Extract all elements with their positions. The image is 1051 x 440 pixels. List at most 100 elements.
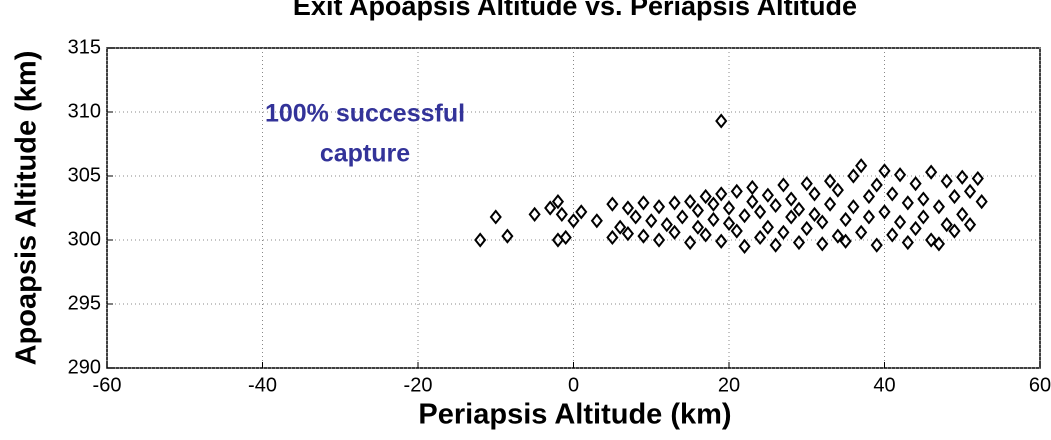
y-axis-label: Apoapsis Altitude (km) — [11, 51, 43, 366]
point — [792, 234, 806, 251]
point — [785, 191, 798, 207]
y-tick-label: 290 — [68, 356, 101, 378]
point — [893, 167, 907, 183]
point — [489, 209, 502, 225]
point — [738, 208, 751, 224]
point — [761, 219, 774, 235]
point — [621, 225, 635, 242]
x-tick-label: -60 — [93, 374, 122, 396]
x-tick-label: 0 — [568, 374, 579, 396]
point — [839, 233, 852, 249]
point — [963, 217, 977, 233]
x-tick-label: 20 — [718, 374, 740, 396]
point — [909, 220, 922, 237]
point — [715, 113, 728, 129]
point — [668, 224, 681, 240]
point — [746, 179, 759, 196]
point — [707, 211, 720, 228]
x-axis-label: Periapsis Altitude (km) — [418, 399, 731, 431]
point — [501, 228, 514, 244]
point — [816, 214, 829, 230]
point — [691, 219, 704, 235]
point — [730, 223, 743, 239]
y-tick-label: 295 — [68, 292, 101, 314]
y-tick-label: 300 — [68, 228, 101, 250]
point — [555, 206, 568, 223]
point — [699, 188, 712, 205]
point — [551, 193, 565, 210]
point — [621, 200, 635, 216]
x-tick-label: 40 — [873, 374, 895, 396]
point — [544, 200, 557, 216]
point — [886, 186, 899, 202]
point — [855, 158, 868, 174]
point — [707, 196, 720, 212]
point — [847, 199, 860, 215]
point — [808, 186, 821, 202]
point — [925, 164, 938, 180]
point — [575, 204, 588, 220]
point — [691, 202, 704, 219]
point — [567, 213, 580, 229]
point — [652, 232, 666, 248]
point — [684, 234, 697, 251]
point — [823, 173, 837, 189]
annotation: capture — [320, 140, 410, 168]
point — [722, 200, 736, 216]
point — [823, 196, 837, 212]
point — [606, 196, 619, 212]
point — [831, 182, 844, 198]
point — [808, 206, 821, 223]
point — [855, 224, 868, 240]
point — [831, 228, 844, 244]
point — [963, 183, 977, 199]
point — [645, 213, 658, 229]
point — [870, 177, 883, 193]
point — [948, 223, 961, 239]
point — [925, 232, 938, 248]
point — [901, 234, 914, 251]
point — [862, 209, 876, 225]
annotation: 100% successful — [265, 100, 465, 128]
point — [785, 209, 798, 225]
point — [629, 209, 642, 225]
point — [637, 195, 650, 211]
point — [684, 193, 697, 210]
point — [932, 199, 946, 215]
y-tick-label: 305 — [68, 164, 101, 186]
point — [551, 232, 565, 248]
point — [917, 191, 930, 207]
point — [940, 217, 953, 233]
point — [870, 237, 883, 253]
point — [754, 229, 767, 246]
point — [800, 176, 813, 192]
point — [956, 206, 969, 223]
point — [948, 188, 961, 205]
point — [932, 236, 946, 252]
point — [660, 217, 673, 233]
point — [816, 236, 829, 252]
point — [590, 213, 603, 229]
point — [878, 163, 891, 179]
point — [676, 209, 689, 225]
point — [761, 187, 774, 203]
point — [474, 232, 487, 248]
point — [847, 168, 860, 184]
point — [940, 173, 953, 189]
y-tick-label: 315 — [68, 36, 101, 58]
point — [715, 233, 728, 249]
point — [715, 186, 728, 202]
point — [668, 195, 681, 211]
point — [862, 188, 876, 205]
point — [792, 201, 806, 217]
point — [909, 176, 922, 192]
x-tick-label: -40 — [248, 374, 277, 396]
point — [769, 197, 782, 214]
point — [722, 215, 736, 231]
point — [528, 206, 541, 223]
point — [777, 177, 790, 193]
y-tick-label: 310 — [68, 100, 101, 122]
point — [777, 224, 790, 240]
point — [637, 228, 650, 244]
